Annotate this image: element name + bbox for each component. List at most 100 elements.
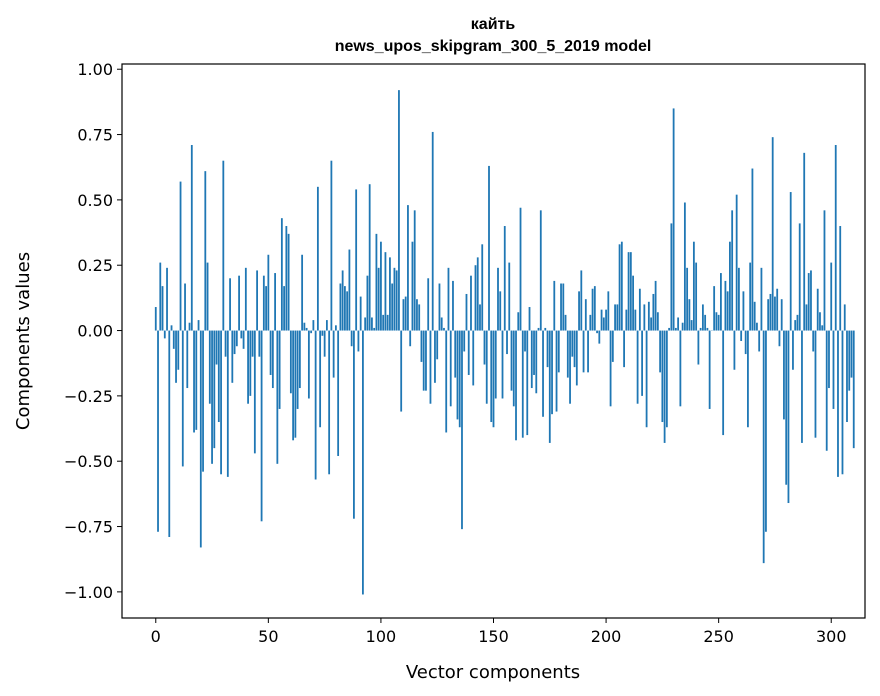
bar-component-244 bbox=[704, 314, 707, 331]
bar-component-297 bbox=[823, 210, 826, 331]
bar-component-253 bbox=[724, 280, 727, 331]
bar-component-130 bbox=[447, 267, 450, 331]
bar-component-75 bbox=[323, 330, 326, 357]
y-axis-label: Components values bbox=[13, 252, 34, 430]
x-tick-label: 250 bbox=[703, 627, 734, 646]
bar-component-115 bbox=[413, 210, 416, 331]
y-tick-label: −0.75 bbox=[64, 518, 113, 537]
bar-component-136 bbox=[461, 330, 463, 530]
bar-component-254 bbox=[726, 291, 729, 331]
bar-component-164 bbox=[524, 330, 526, 352]
bar-component-181 bbox=[562, 283, 565, 331]
bar-component-12 bbox=[181, 330, 184, 467]
bar-component-309 bbox=[850, 330, 853, 378]
bar-component-194 bbox=[591, 288, 594, 331]
bar-component-123 bbox=[431, 131, 434, 331]
bar-component-198 bbox=[600, 309, 603, 331]
bar-component-119 bbox=[422, 330, 425, 391]
bar-component-179 bbox=[557, 330, 560, 373]
bar-component-268 bbox=[758, 330, 761, 352]
bar-component-296 bbox=[821, 325, 824, 331]
bar-component-106 bbox=[393, 267, 396, 331]
bar-component-34 bbox=[231, 330, 234, 383]
bar-component-232 bbox=[677, 317, 680, 331]
bar-component-231 bbox=[674, 327, 677, 331]
x-tick-label: 300 bbox=[816, 627, 847, 646]
bar-component-73 bbox=[319, 330, 322, 428]
bar-component-265 bbox=[751, 168, 754, 331]
chart-title-line2: news_upos_skipgram_300_5_2019 model bbox=[335, 38, 652, 55]
bar-component-230 bbox=[672, 108, 675, 331]
bar-component-239 bbox=[692, 241, 695, 331]
bar-component-157 bbox=[508, 262, 511, 331]
bar-component-236 bbox=[686, 267, 689, 331]
bar-component-212 bbox=[632, 275, 634, 331]
bar-component-176 bbox=[551, 330, 553, 415]
x-tick-label: 100 bbox=[366, 627, 397, 646]
bar-component-274 bbox=[771, 137, 774, 331]
bar-component-65 bbox=[301, 254, 304, 331]
bar-component-67 bbox=[305, 327, 308, 331]
bar-component-267 bbox=[756, 322, 758, 331]
bar-component-92 bbox=[362, 330, 364, 595]
bar-component-131 bbox=[449, 330, 452, 407]
bar-component-256 bbox=[731, 210, 734, 331]
bar-component-37 bbox=[238, 275, 240, 331]
bar-component-195 bbox=[593, 286, 596, 331]
bar-component-14 bbox=[186, 330, 189, 389]
bar-component-151 bbox=[494, 330, 497, 399]
bar-component-40 bbox=[244, 267, 247, 331]
bar-component-2 bbox=[159, 262, 162, 331]
bar-component-175 bbox=[548, 330, 551, 443]
bar-component-252 bbox=[722, 330, 725, 436]
bar-component-262 bbox=[744, 330, 747, 355]
bar-component-202 bbox=[609, 330, 612, 407]
bar-component-259 bbox=[738, 267, 740, 331]
bar-component-197 bbox=[598, 330, 601, 344]
bar-component-159 bbox=[512, 330, 515, 407]
y-tick-label: 1.00 bbox=[77, 60, 113, 79]
bar-component-237 bbox=[688, 299, 691, 331]
bar-component-27 bbox=[215, 330, 218, 365]
bar-component-172 bbox=[542, 330, 544, 417]
bar-component-127 bbox=[440, 317, 443, 331]
bar-component-220 bbox=[650, 317, 653, 331]
bar-component-17 bbox=[193, 330, 195, 433]
bar-component-221 bbox=[652, 293, 655, 331]
bar-component-238 bbox=[690, 320, 693, 331]
bar-component-86 bbox=[348, 249, 351, 331]
bar-component-0 bbox=[154, 307, 157, 331]
bar-component-24 bbox=[208, 330, 211, 404]
bar-component-147 bbox=[485, 330, 488, 404]
bars-group bbox=[154, 90, 855, 595]
bar-component-91 bbox=[359, 296, 362, 331]
bar-component-29 bbox=[220, 330, 222, 475]
bar-component-174 bbox=[546, 330, 549, 368]
bar-component-308 bbox=[848, 330, 851, 391]
bar-component-53 bbox=[274, 273, 276, 331]
x-tick-label: 150 bbox=[478, 627, 509, 646]
bar-component-85 bbox=[346, 291, 349, 331]
bar-component-205 bbox=[616, 304, 619, 331]
bar-component-8 bbox=[172, 330, 175, 349]
bar-component-138 bbox=[465, 293, 468, 331]
bar-component-63 bbox=[296, 330, 299, 409]
bar-component-59 bbox=[287, 233, 290, 331]
bar-component-52 bbox=[271, 330, 274, 389]
bar-component-213 bbox=[634, 309, 637, 331]
bar-component-216 bbox=[641, 330, 643, 396]
bar-component-23 bbox=[206, 262, 209, 331]
bar-component-307 bbox=[846, 330, 848, 423]
bar-component-55 bbox=[278, 330, 281, 409]
bar-component-33 bbox=[229, 278, 231, 331]
bar-component-273 bbox=[769, 293, 772, 331]
bar-component-144 bbox=[479, 304, 481, 331]
bar-component-290 bbox=[807, 273, 810, 331]
bar-component-180 bbox=[560, 283, 562, 331]
bar-component-243 bbox=[701, 304, 704, 331]
bar-component-203 bbox=[611, 330, 614, 362]
bar-component-60 bbox=[289, 330, 292, 394]
bar-component-284 bbox=[794, 320, 797, 331]
bar-component-235 bbox=[683, 202, 686, 331]
